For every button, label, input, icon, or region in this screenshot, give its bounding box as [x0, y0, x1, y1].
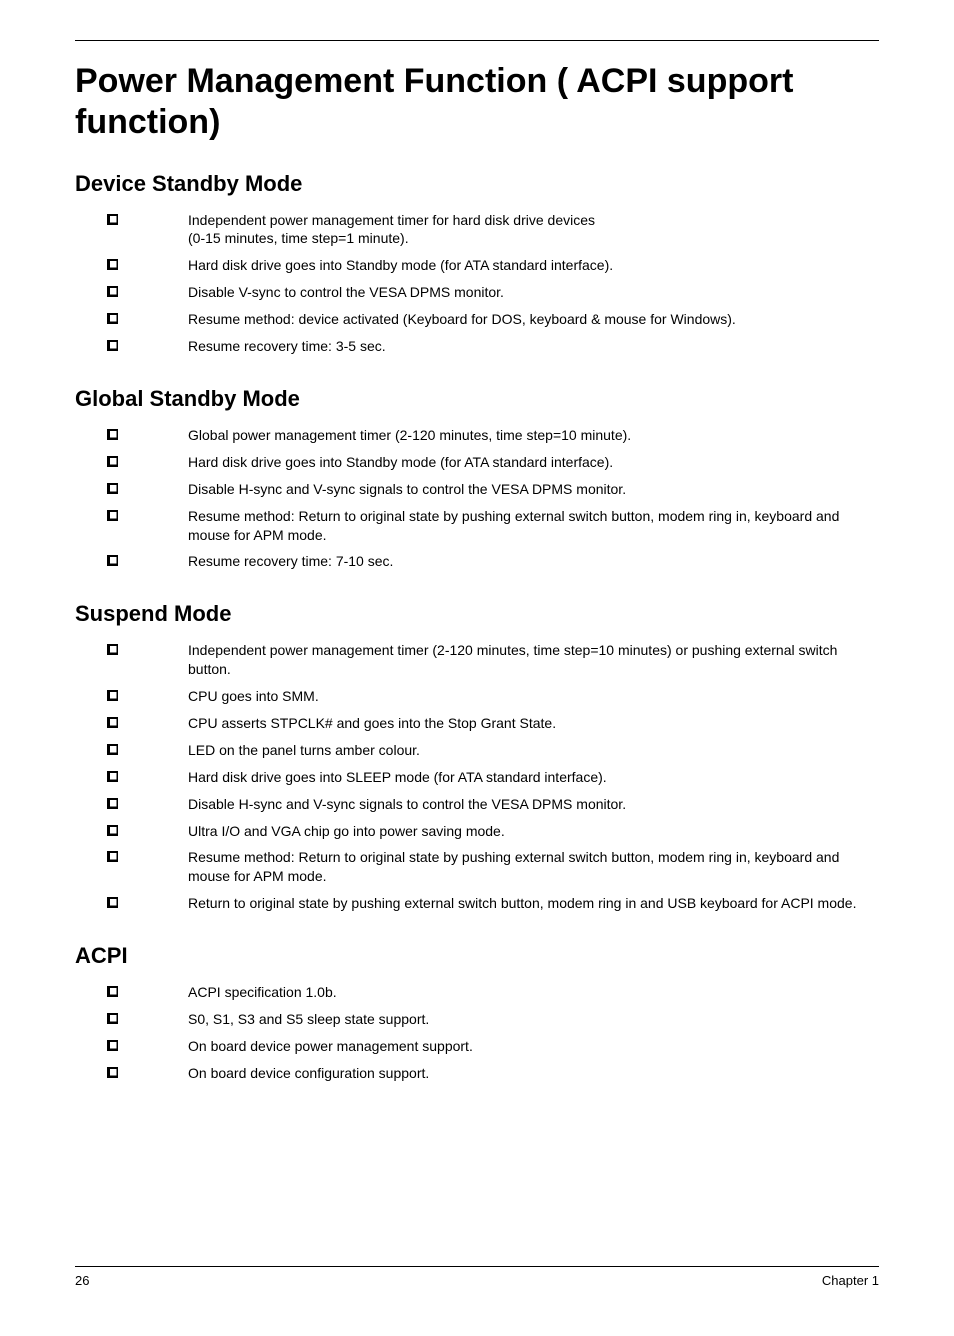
bullet-icon — [107, 717, 118, 728]
list-item: Resume method: Return to original state … — [75, 844, 879, 890]
list-item: Independent power management timer (2-12… — [75, 637, 879, 683]
bullet-icon — [107, 286, 118, 297]
bullet-list: Global power management timer (2-120 min… — [75, 422, 879, 575]
bullet-icon — [107, 214, 118, 225]
list-item: S0, S1, S3 and S5 sleep state support. — [75, 1006, 879, 1033]
bullet-icon — [107, 644, 118, 655]
bullet-text: Resume recovery time: 7-10 sec. — [188, 552, 879, 571]
bullet-text: CPU asserts STPCLK# and goes into the St… — [188, 714, 879, 733]
list-item: LED on the panel turns amber colour. — [75, 737, 879, 764]
list-item: On board device configuration support. — [75, 1060, 879, 1087]
bullet-icon — [107, 555, 118, 566]
bullet-icon — [107, 340, 118, 351]
section-acpi: ACPI ACPI specification 1.0b. S0, S1, S3… — [75, 943, 879, 1087]
list-item: Disable H-sync and V-sync signals to con… — [75, 476, 879, 503]
list-item: Disable V-sync to control the VESA DPMS … — [75, 279, 879, 306]
list-item: Independent power management timer for h… — [75, 207, 879, 253]
bullet-text: Disable H-sync and V-sync signals to con… — [188, 795, 879, 814]
list-item: Resume recovery time: 7-10 sec. — [75, 548, 879, 575]
bullet-icon — [107, 1040, 118, 1051]
list-item: CPU asserts STPCLK# and goes into the St… — [75, 710, 879, 737]
page-number: 26 — [75, 1273, 89, 1288]
section-suspend-mode: Suspend Mode Independent power managemen… — [75, 601, 879, 917]
bullet-text: Disable V-sync to control the VESA DPMS … — [188, 283, 879, 302]
page-footer: 26 Chapter 1 — [75, 1266, 879, 1288]
list-item: Disable H-sync and V-sync signals to con… — [75, 791, 879, 818]
bullet-text: Resume method: Return to original state … — [188, 507, 879, 545]
bullet-text: LED on the panel turns amber colour. — [188, 741, 879, 760]
bullet-icon — [107, 690, 118, 701]
bullet-list: Independent power management timer for h… — [75, 207, 879, 360]
section-heading: ACPI — [75, 943, 879, 969]
section-heading: Global Standby Mode — [75, 386, 879, 412]
bullet-icon — [107, 510, 118, 521]
list-item: Global power management timer (2-120 min… — [75, 422, 879, 449]
bullet-icon — [107, 429, 118, 440]
bullet-icon — [107, 771, 118, 782]
list-item: Ultra I/O and VGA chip go into power sav… — [75, 818, 879, 845]
bullet-icon — [107, 825, 118, 836]
bullet-text: Hard disk drive goes into SLEEP mode (fo… — [188, 768, 879, 787]
bullet-icon — [107, 456, 118, 467]
list-item: Return to original state by pushing exte… — [75, 890, 879, 917]
page-title: Power Management Function ( ACPI support… — [75, 61, 879, 143]
bullet-text: Disable H-sync and V-sync signals to con… — [188, 480, 879, 499]
bullet-text: On board device power management support… — [188, 1037, 879, 1056]
chapter-label: Chapter 1 — [822, 1273, 879, 1288]
bullet-text: Return to original state by pushing exte… — [188, 894, 879, 913]
list-item: Hard disk drive goes into Standby mode (… — [75, 252, 879, 279]
bullet-text: Independent power management timer (2-12… — [188, 641, 879, 679]
section-heading: Device Standby Mode — [75, 171, 879, 197]
bullet-icon — [107, 1013, 118, 1024]
document-page: Power Management Function ( ACPI support… — [0, 0, 954, 1336]
bullet-text: S0, S1, S3 and S5 sleep state support. — [188, 1010, 879, 1029]
bullet-text: ACPI specification 1.0b. — [188, 983, 879, 1002]
bullet-text: Resume recovery time: 3-5 sec. — [188, 337, 879, 356]
bullet-icon — [107, 259, 118, 270]
list-item: ACPI specification 1.0b. — [75, 979, 879, 1006]
list-item: On board device power management support… — [75, 1033, 879, 1060]
section-device-standby: Device Standby Mode Independent power ma… — [75, 171, 879, 360]
bullet-icon — [107, 313, 118, 324]
bullet-icon — [107, 851, 118, 862]
bullet-text: Resume method: Return to original state … — [188, 848, 879, 886]
bullet-icon — [107, 986, 118, 997]
list-item: Hard disk drive goes into Standby mode (… — [75, 449, 879, 476]
list-item: Resume method: device activated (Keyboar… — [75, 306, 879, 333]
bullet-text: Hard disk drive goes into Standby mode (… — [188, 256, 879, 275]
bullet-list: ACPI specification 1.0b. S0, S1, S3 and … — [75, 979, 879, 1087]
bullet-text: Independent power management timer for h… — [188, 211, 879, 249]
list-item: Resume method: Return to original state … — [75, 503, 879, 549]
bullet-icon — [107, 798, 118, 809]
bullet-text: Hard disk drive goes into Standby mode (… — [188, 453, 879, 472]
bullet-icon — [107, 897, 118, 908]
bullet-text: Global power management timer (2-120 min… — [188, 426, 879, 445]
bullet-icon — [107, 744, 118, 755]
bullet-text: Ultra I/O and VGA chip go into power sav… — [188, 822, 879, 841]
bullet-list: Independent power management timer (2-12… — [75, 637, 879, 917]
section-heading: Suspend Mode — [75, 601, 879, 627]
bullet-icon — [107, 1067, 118, 1078]
bullet-text: Resume method: device activated (Keyboar… — [188, 310, 879, 329]
list-item: CPU goes into SMM. — [75, 683, 879, 710]
bullet-text: On board device configuration support. — [188, 1064, 879, 1083]
list-item: Resume recovery time: 3-5 sec. — [75, 333, 879, 360]
section-global-standby: Global Standby Mode Global power managem… — [75, 386, 879, 575]
bullet-text: CPU goes into SMM. — [188, 687, 879, 706]
list-item: Hard disk drive goes into SLEEP mode (fo… — [75, 764, 879, 791]
bullet-icon — [107, 483, 118, 494]
top-divider — [75, 40, 879, 41]
